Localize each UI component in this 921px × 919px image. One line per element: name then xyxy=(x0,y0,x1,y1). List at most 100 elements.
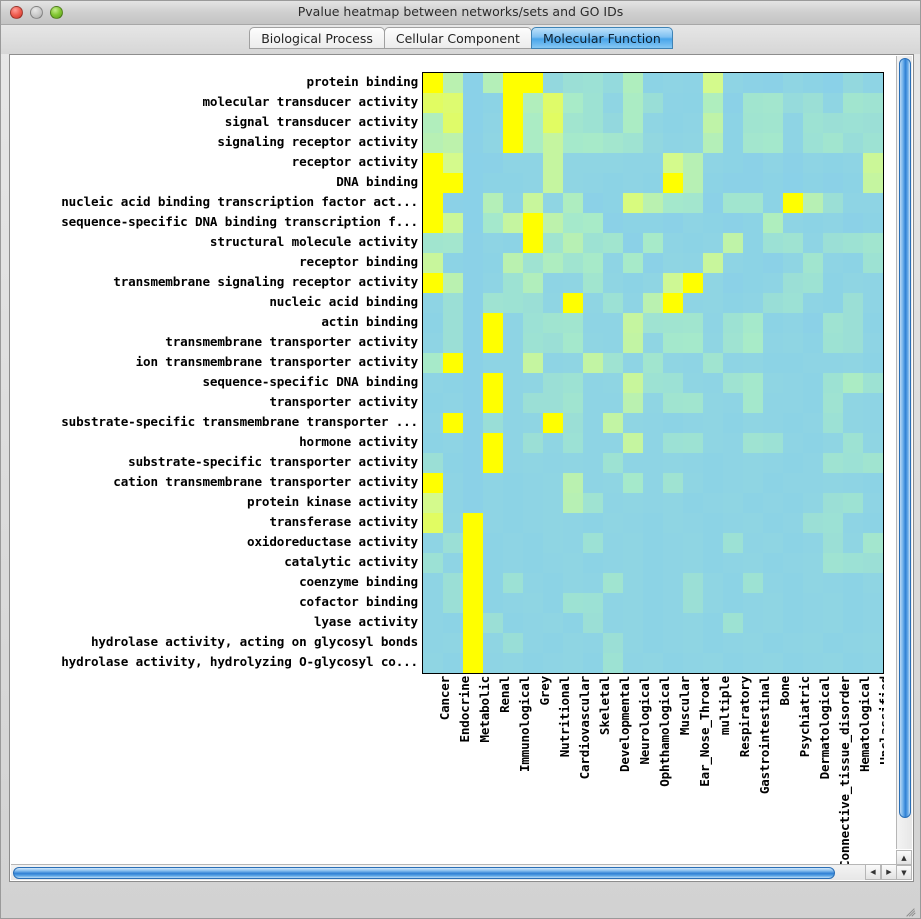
heatmap-cell[interactable] xyxy=(423,553,443,573)
heatmap-cell[interactable] xyxy=(503,653,523,673)
heatmap-cell[interactable] xyxy=(723,553,743,573)
heatmap-cell[interactable] xyxy=(643,273,663,293)
heatmap-cell[interactable] xyxy=(663,353,683,373)
heatmap-cell[interactable] xyxy=(603,353,623,373)
heatmap-cell[interactable] xyxy=(763,293,783,313)
heatmap-cell[interactable] xyxy=(443,273,463,293)
heatmap-cell[interactable] xyxy=(583,133,603,153)
heatmap-cell[interactable] xyxy=(643,313,663,333)
heatmap-cell[interactable] xyxy=(863,653,883,673)
heatmap-cell[interactable] xyxy=(863,633,883,653)
heatmap-cell[interactable] xyxy=(563,633,583,653)
heatmap-cell[interactable] xyxy=(683,173,703,193)
heatmap-cell[interactable] xyxy=(663,373,683,393)
heatmap-cell[interactable] xyxy=(743,633,763,653)
heatmap-cell[interactable] xyxy=(583,293,603,313)
heatmap-cell[interactable] xyxy=(723,633,743,653)
heatmap-cell[interactable] xyxy=(563,313,583,333)
heatmap-cell[interactable] xyxy=(463,273,483,293)
heatmap-cell[interactable] xyxy=(463,73,483,93)
heatmap-cell[interactable] xyxy=(643,553,663,573)
heatmap-cell[interactable] xyxy=(803,653,823,673)
heatmap-cell[interactable] xyxy=(783,553,803,573)
heatmap-cell[interactable] xyxy=(503,493,523,513)
heatmap-cell[interactable] xyxy=(803,593,823,613)
heatmap-cell[interactable] xyxy=(743,233,763,253)
heatmap-cell[interactable] xyxy=(643,193,663,213)
heatmap-cell[interactable] xyxy=(583,633,603,653)
heatmap-cell[interactable] xyxy=(743,73,763,93)
heatmap-cell[interactable] xyxy=(563,453,583,473)
heatmap-cell[interactable] xyxy=(443,413,463,433)
heatmap-cell[interactable] xyxy=(423,333,443,353)
heatmap-cell[interactable] xyxy=(843,633,863,653)
heatmap-cell[interactable] xyxy=(503,573,523,593)
heatmap-cell[interactable] xyxy=(643,213,663,233)
heatmap-cell[interactable] xyxy=(443,353,463,373)
heatmap-cell[interactable] xyxy=(623,593,643,613)
heatmap-cell[interactable] xyxy=(503,433,523,453)
heatmap-cell[interactable] xyxy=(443,193,463,213)
heatmap-cell[interactable] xyxy=(683,153,703,173)
heatmap-cell[interactable] xyxy=(563,513,583,533)
heatmap-cell[interactable] xyxy=(523,153,543,173)
heatmap-cell[interactable] xyxy=(723,433,743,453)
heatmap-cell[interactable] xyxy=(643,653,663,673)
heatmap-cell[interactable] xyxy=(543,333,563,353)
heatmap-cell[interactable] xyxy=(723,233,743,253)
heatmap-cell[interactable] xyxy=(583,333,603,353)
heatmap-cell[interactable] xyxy=(823,493,843,513)
heatmap-cell[interactable] xyxy=(643,573,663,593)
heatmap-cell[interactable] xyxy=(483,473,503,493)
heatmap-cell[interactable] xyxy=(583,653,603,673)
heatmap-cell[interactable] xyxy=(643,593,663,613)
heatmap-cell[interactable] xyxy=(463,613,483,633)
heatmap-cell[interactable] xyxy=(603,133,623,153)
heatmap-cell[interactable] xyxy=(683,393,703,413)
heatmap-cell[interactable] xyxy=(563,533,583,553)
heatmap-cell[interactable] xyxy=(683,633,703,653)
heatmap-cell[interactable] xyxy=(723,93,743,113)
heatmap-cell[interactable] xyxy=(763,193,783,213)
heatmap-cell[interactable] xyxy=(843,253,863,273)
heatmap-cell[interactable] xyxy=(803,513,823,533)
heatmap-cell[interactable] xyxy=(703,493,723,513)
heatmap-cell[interactable] xyxy=(583,373,603,393)
heatmap-cell[interactable] xyxy=(623,293,643,313)
heatmap-cell[interactable] xyxy=(623,333,643,353)
heatmap-cell[interactable] xyxy=(623,433,643,453)
heatmap-cell[interactable] xyxy=(683,513,703,533)
heatmap-cell[interactable] xyxy=(543,373,563,393)
heatmap-cell[interactable] xyxy=(703,173,723,193)
heatmap-cell[interactable] xyxy=(643,233,663,253)
heatmap-cell[interactable] xyxy=(563,373,583,393)
heatmap-cell[interactable] xyxy=(463,173,483,193)
heatmap-cell[interactable] xyxy=(443,173,463,193)
heatmap-cell[interactable] xyxy=(723,293,743,313)
heatmap-cell[interactable] xyxy=(723,493,743,513)
heatmap-cell[interactable] xyxy=(443,393,463,413)
heatmap-cell[interactable] xyxy=(483,333,503,353)
heatmap-cell[interactable] xyxy=(423,93,443,113)
heatmap-cell[interactable] xyxy=(503,93,523,113)
heatmap-cell[interactable] xyxy=(843,373,863,393)
heatmap-cell[interactable] xyxy=(763,413,783,433)
scroll-up-button[interactable]: ▲ xyxy=(896,850,912,865)
heatmap-cell[interactable] xyxy=(703,613,723,633)
heatmap-cell[interactable] xyxy=(823,233,843,253)
heatmap-cell[interactable] xyxy=(603,373,623,393)
heatmap-cell[interactable] xyxy=(663,313,683,333)
heatmap-cell[interactable] xyxy=(563,133,583,153)
heatmap-cell[interactable] xyxy=(643,153,663,173)
heatmap-cell[interactable] xyxy=(863,453,883,473)
heatmap-cell[interactable] xyxy=(743,433,763,453)
heatmap-cell[interactable] xyxy=(523,493,543,513)
heatmap-cell[interactable] xyxy=(803,353,823,373)
heatmap-cell[interactable] xyxy=(423,373,443,393)
heatmap-cell[interactable] xyxy=(863,513,883,533)
heatmap-cell[interactable] xyxy=(503,333,523,353)
heatmap-cell[interactable] xyxy=(723,353,743,373)
heatmap-cell[interactable] xyxy=(803,453,823,473)
heatmap-cell[interactable] xyxy=(583,273,603,293)
heatmap-cell[interactable] xyxy=(443,93,463,113)
